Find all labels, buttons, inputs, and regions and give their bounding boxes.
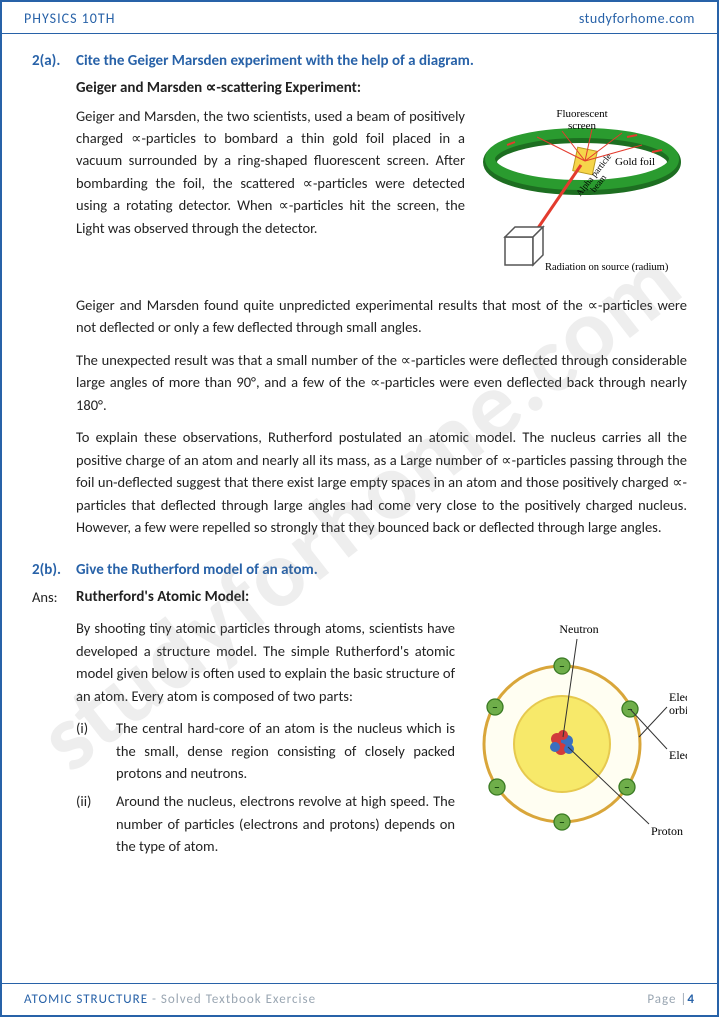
electron-orbit-label: Electron bbox=[669, 690, 687, 704]
answer-2a-wrap: Fluorescent screen Gold foil Alpha parti… bbox=[76, 105, 687, 294]
fluorescent-screen-label: Fluorescent bbox=[556, 108, 607, 120]
footer-page-number: 4 bbox=[687, 992, 695, 1007]
svg-text:−: − bbox=[559, 660, 564, 673]
footer-page-label: Page | bbox=[647, 992, 687, 1007]
question-2a-title: Cite the Geiger Marsden experiment with … bbox=[76, 50, 474, 73]
svg-text:−: − bbox=[492, 701, 497, 714]
list-text-ii: Around the nucleus, electrons revolve at… bbox=[116, 790, 455, 857]
geiger-diagram-icon: Fluorescent screen Gold foil Alpha parti… bbox=[477, 107, 687, 282]
page-footer: ATOMIC STRUCTURE - Solved Textbook Exerc… bbox=[2, 983, 717, 1015]
list-text-i: The central hard-core of an atom is the … bbox=[116, 717, 455, 784]
proton-label: Proton bbox=[651, 824, 683, 838]
page-content: studyforhome.com 2(a). Cite the Geiger M… bbox=[2, 34, 717, 983]
answer-2a-body: Geiger and Marsden ∝-scattering Experime… bbox=[76, 77, 687, 538]
header-site: studyforhome.com bbox=[579, 10, 695, 27]
answer-2a-para4: To explain these observations, Rutherfor… bbox=[76, 426, 687, 538]
neutron-label: Neutron bbox=[559, 622, 598, 636]
page-header: PHYSICS 10TH studyforhome.com bbox=[2, 2, 717, 34]
footer-page: Page |4 bbox=[647, 992, 695, 1007]
svg-text:screen: screen bbox=[568, 120, 597, 132]
page: PHYSICS 10TH studyforhome.com studyforho… bbox=[0, 0, 719, 1017]
answer-2b-label: Ans: bbox=[32, 586, 76, 613]
question-2b-title: Give the Rutherford model of an atom. bbox=[76, 559, 318, 582]
answer-2b-body: − − − − − − bbox=[76, 617, 687, 864]
svg-text:−: − bbox=[494, 781, 499, 794]
answer-2a-para2: Geiger and Marsden found quite unpredict… bbox=[76, 294, 687, 339]
answer-2b-item2: (ii) Around the nucleus, electrons revol… bbox=[76, 790, 455, 857]
svg-text:−: − bbox=[559, 816, 564, 829]
answer-2b-wrap: − − − − − − bbox=[76, 617, 687, 864]
question-2b-heading: 2(b). Give the Rutherford model of an at… bbox=[32, 559, 687, 582]
answer-2a-subheading: Geiger and Marsden ∝-scattering Experime… bbox=[76, 77, 687, 100]
atom-figure: − − − − − − bbox=[467, 619, 687, 855]
atom-diagram-icon: − − − − − − bbox=[467, 619, 687, 849]
header-subject: PHYSICS 10TH bbox=[24, 10, 115, 27]
question-2a-number: 2(a). bbox=[32, 50, 76, 73]
question-2b-number: 2(b). bbox=[32, 559, 76, 582]
footer-subtitle: - Solved Textbook Exercise bbox=[148, 992, 316, 1007]
question-2a-heading: 2(a). Cite the Geiger Marsden experiment… bbox=[32, 50, 687, 73]
svg-text:orbit: orbit bbox=[669, 703, 687, 717]
footer-chapter: ATOMIC STRUCTURE - Solved Textbook Exerc… bbox=[24, 992, 316, 1007]
list-number-ii: (ii) bbox=[76, 790, 116, 857]
footer-chapter-name: ATOMIC STRUCTURE bbox=[24, 992, 148, 1007]
answer-2b-item1: (i) The central hard-core of an atom is … bbox=[76, 717, 455, 784]
geiger-figure: Fluorescent screen Gold foil Alpha parti… bbox=[477, 107, 687, 288]
answer-2b-subheading: Rutherford's Atomic Model: bbox=[76, 586, 249, 609]
answer-2b-row: Ans: Rutherford's Atomic Model: bbox=[32, 586, 687, 613]
electron-label: Electron bbox=[669, 748, 687, 762]
answer-2a-para3: The unexpected result was that a small n… bbox=[76, 349, 687, 416]
gold-foil-label: Gold foil bbox=[615, 156, 655, 168]
radiation-source-label: Radiation on source (radium) bbox=[545, 262, 669, 273]
list-number-i: (i) bbox=[76, 717, 116, 784]
svg-text:−: − bbox=[624, 781, 629, 794]
